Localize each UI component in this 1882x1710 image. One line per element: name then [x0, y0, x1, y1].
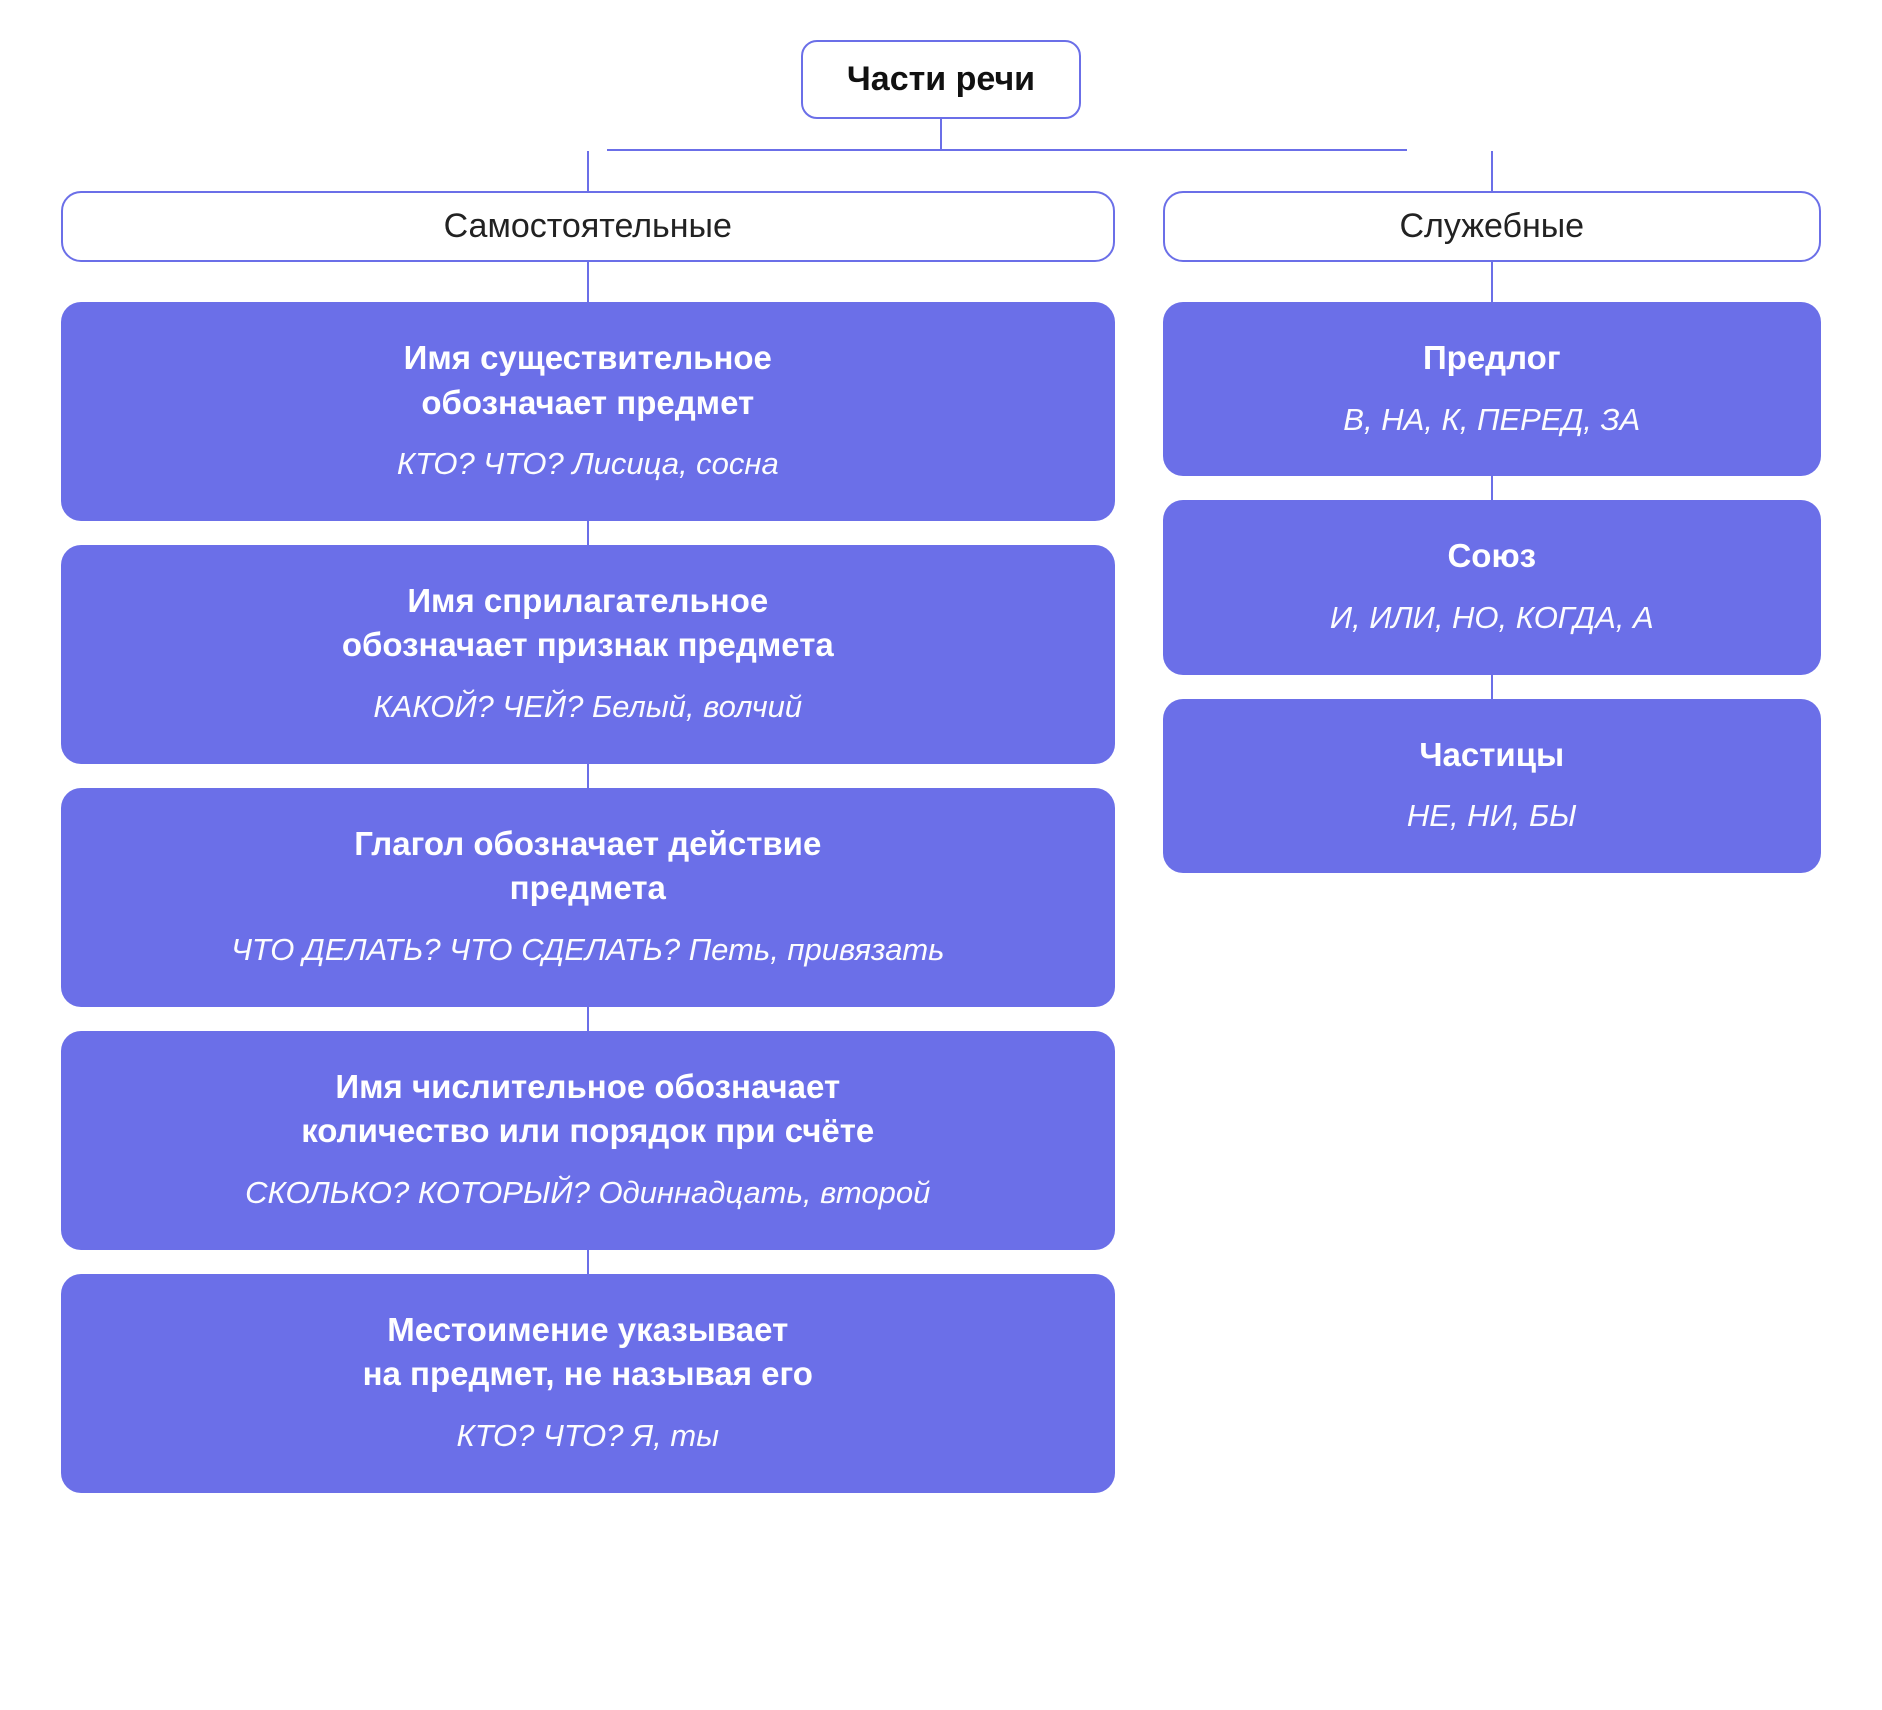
card-title: Союз — [1203, 534, 1781, 579]
card-noun: Имя существительное обозначает предмет К… — [61, 302, 1115, 521]
connector — [587, 262, 589, 302]
card-title: Местоимение указывает на предмет, не наз… — [101, 1308, 1075, 1397]
root-label: Части речи — [847, 60, 1035, 98]
card-example: НЕ, НИ, БЫ — [1203, 795, 1781, 837]
branch-label-auxiliary: Служебные — [1163, 191, 1821, 262]
card-example: КТО? ЧТО? Лисица, сосна — [101, 443, 1075, 485]
card-title: Имя существительное обозначает предмет — [101, 336, 1075, 425]
connector — [587, 764, 589, 788]
connector — [940, 119, 942, 149]
card-particle: Частицы НЕ, НИ, БЫ — [1163, 699, 1821, 873]
connector — [587, 151, 589, 191]
card-pronoun: Местоимение указывает на предмет, не наз… — [61, 1274, 1115, 1493]
card-example: ЧТО ДЕЛАТЬ? ЧТО СДЕЛАТЬ? Петь, привязать — [101, 929, 1075, 971]
parts-of-speech-diagram: Части речи Самостоятельные Имя существит… — [61, 40, 1821, 1493]
connector — [587, 521, 589, 545]
card-adjective: Имя сприлагательное обозначает признак п… — [61, 545, 1115, 764]
connector — [1491, 476, 1493, 500]
card-title: Предлог — [1203, 336, 1781, 381]
branch-label-text: Самостоятельные — [444, 207, 732, 245]
card-example: КАКОЙ? ЧЕЙ? Белый, волчий — [101, 686, 1075, 728]
card-conjunction: Союз И, ИЛИ, НО, КОГДА, А — [1163, 500, 1821, 674]
card-title: Частицы — [1203, 733, 1781, 778]
connector-hbar — [607, 149, 1408, 151]
card-example: СКОЛЬКО? КОТОРЫЙ? Одиннадцать, второй — [101, 1172, 1075, 1214]
branch-independent: Самостоятельные Имя существительное обоз… — [61, 151, 1115, 1493]
branch-auxiliary: Служебные Предлог В, НА, К, ПЕРЕД, ЗА Со… — [1163, 151, 1821, 873]
card-example: КТО? ЧТО? Я, ты — [101, 1415, 1075, 1457]
branch-label-text: Служебные — [1399, 207, 1584, 245]
card-example: В, НА, К, ПЕРЕД, ЗА — [1203, 399, 1781, 441]
card-title: Имя сприлагательное обозначает признак п… — [101, 579, 1075, 668]
card-example: И, ИЛИ, НО, КОГДА, А — [1203, 597, 1781, 639]
card-numeral: Имя числительное обозначает количество и… — [61, 1031, 1115, 1250]
connector — [1491, 262, 1493, 302]
connector — [587, 1007, 589, 1031]
connector — [1491, 675, 1493, 699]
root-node: Части речи — [801, 40, 1081, 119]
connector — [1491, 151, 1493, 191]
card-verb: Глагол обозначает действие предмета ЧТО … — [61, 788, 1115, 1007]
branch-label-independent: Самостоятельные — [61, 191, 1115, 262]
card-title: Глагол обозначает действие предмета — [101, 822, 1075, 911]
columns: Самостоятельные Имя существительное обоз… — [61, 151, 1821, 1493]
card-title: Имя числительное обозначает количество и… — [101, 1065, 1075, 1154]
connector — [587, 1250, 589, 1274]
card-preposition: Предлог В, НА, К, ПЕРЕД, ЗА — [1163, 302, 1821, 476]
